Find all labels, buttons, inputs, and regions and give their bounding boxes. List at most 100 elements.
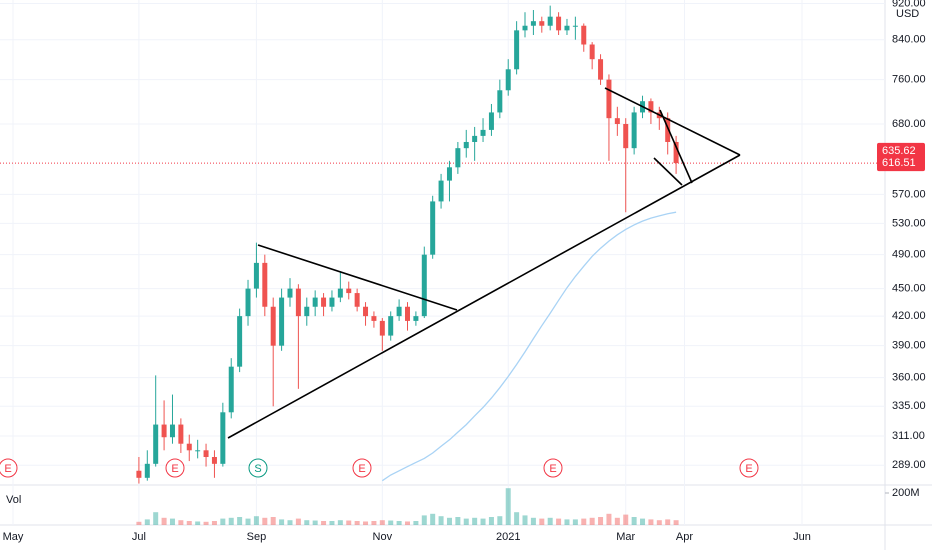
- candle-body: [321, 297, 327, 307]
- candle-body: [556, 16, 562, 31]
- y-tick-label: 920.00: [892, 0, 926, 9]
- volume-bar: [178, 520, 184, 525]
- volume-bar: [304, 520, 310, 525]
- candle-body: [455, 148, 461, 168]
- candle-body: [371, 316, 377, 321]
- volume-bar: [421, 515, 427, 525]
- vol-tick-label: 200M: [892, 487, 920, 499]
- volume-bar: [279, 519, 285, 525]
- candle-body: [606, 79, 612, 119]
- candle-body: [673, 141, 679, 164]
- x-tick-label: Sep: [247, 531, 267, 543]
- event-marker: [543, 458, 563, 478]
- candle-body: [497, 90, 503, 113]
- y-tick-label: 311.00: [892, 430, 925, 442]
- volume-bar: [211, 521, 217, 525]
- candle-body: [572, 25, 578, 27]
- candle-body: [530, 21, 536, 26]
- candle-body: [631, 112, 637, 149]
- candle-body: [153, 424, 159, 464]
- candle-body: [253, 262, 259, 289]
- candle-body: [446, 167, 452, 181]
- volume-bar: [379, 520, 385, 525]
- candle-body: [203, 450, 209, 458]
- volume-bar: [220, 518, 226, 525]
- volume-bar: [648, 519, 654, 525]
- candle-body: [505, 69, 511, 91]
- trend-line: [653, 157, 683, 186]
- volume-bar: [472, 517, 478, 525]
- candle-body: [514, 30, 520, 70]
- volume-bar: [640, 518, 646, 525]
- volume-bar: [413, 521, 419, 525]
- volume-bar: [665, 519, 671, 525]
- candle-body: [346, 288, 352, 294]
- candle-body: [211, 457, 217, 464]
- volume-bar: [321, 521, 327, 525]
- event-label: E: [171, 463, 178, 475]
- y-tick-label: 335.00: [892, 400, 926, 412]
- candle-body: [488, 112, 494, 130]
- candle-body: [195, 450, 201, 452]
- candle-body: [354, 293, 360, 307]
- candle-body: [169, 424, 175, 438]
- event-marker: [0, 458, 18, 478]
- candle-body: [438, 180, 444, 202]
- volume-bar: [438, 516, 444, 525]
- volume-bar: [153, 512, 159, 525]
- candle-body: [480, 129, 486, 136]
- candle-body: [581, 25, 587, 45]
- volume-bar: [505, 488, 511, 525]
- trend-line: [604, 87, 741, 156]
- volume-bar: [581, 518, 587, 525]
- candle-body: [396, 306, 402, 317]
- event-marker: [165, 458, 185, 478]
- event-label: E: [358, 463, 365, 475]
- volume-bar: [631, 517, 637, 525]
- volume-bar: [480, 518, 486, 525]
- volume-bar: [497, 516, 503, 525]
- volume-bar: [287, 520, 293, 525]
- volume-bar: [623, 514, 629, 525]
- volume-bar: [488, 517, 494, 525]
- candle-body: [220, 412, 226, 464]
- candle-body: [295, 288, 301, 317]
- volume-bar: [195, 521, 201, 525]
- volume-bar: [161, 517, 167, 525]
- candle-body: [665, 118, 671, 142]
- volume-bar: [446, 517, 452, 525]
- candle-body: [287, 288, 293, 298]
- trend-line: [257, 244, 458, 311]
- volume-bar: [522, 515, 528, 525]
- candle-body: [564, 25, 570, 31]
- candle-body: [472, 135, 478, 142]
- event-label: E: [745, 463, 752, 475]
- candle-body: [421, 254, 427, 317]
- volume-bar: [253, 516, 259, 525]
- candle-body: [262, 262, 268, 307]
- moving-average: [381, 211, 677, 482]
- volume-bar: [396, 521, 402, 525]
- volume-bar: [598, 517, 604, 525]
- volume-bar: [203, 521, 209, 525]
- candle-body: [413, 316, 419, 321]
- volume-bar: [136, 521, 142, 525]
- volume-bar: [388, 520, 394, 525]
- candle-body: [405, 306, 410, 321]
- volume-bar: [312, 520, 318, 525]
- candle-body: [589, 44, 595, 60]
- candle-body: [463, 141, 469, 149]
- trend-line: [659, 109, 693, 184]
- candle-body: [329, 297, 335, 307]
- candle-body: [304, 306, 310, 317]
- candle-body: [598, 59, 604, 80]
- y-tick-label: 420.00: [892, 310, 926, 322]
- event-label: S: [254, 463, 261, 475]
- y-tick-label: 360.00: [892, 372, 926, 384]
- candle-body: [312, 297, 318, 307]
- volume-bar: [354, 521, 360, 525]
- candle-body: [388, 316, 394, 336]
- volume-bar: [337, 520, 343, 525]
- y-tick-label: 680.00: [892, 118, 926, 130]
